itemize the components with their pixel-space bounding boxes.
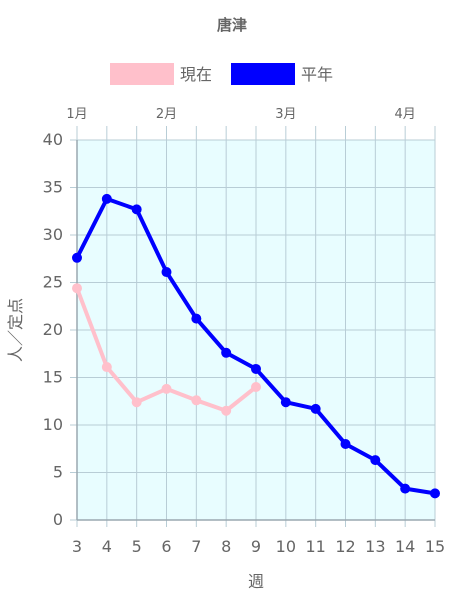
- series-point-1-6: [251, 363, 261, 374]
- series-point-0-1: [101, 362, 112, 373]
- y-tick-label: 5: [53, 463, 63, 482]
- y-tick-label: 0: [53, 510, 63, 529]
- series-point-1-7: [280, 397, 291, 408]
- y-tick-label: 35: [43, 178, 63, 197]
- series-point-1-1: [101, 193, 112, 204]
- y-tick-label: 25: [43, 273, 63, 292]
- y-tick-label: 40: [43, 130, 63, 149]
- month-axis: 1月 2月 3月 4月: [66, 107, 415, 122]
- x-tick-label: 11: [305, 537, 325, 556]
- month-label: 1月: [66, 107, 87, 122]
- legend-swatch-0: [110, 63, 174, 85]
- x-axis-label: 週: [248, 572, 264, 591]
- x-tick-label: 10: [276, 537, 296, 556]
- series-point-1-12: [430, 488, 440, 499]
- x-tick-label: 15: [425, 537, 445, 556]
- month-label: 3月: [275, 107, 296, 122]
- series-point-1-10: [370, 455, 381, 466]
- x-tick-label: 5: [132, 537, 142, 556]
- series-point-0-3: [161, 383, 172, 394]
- legend: 現在 平年: [110, 63, 333, 85]
- x-tick-label: 6: [161, 537, 171, 556]
- x-tick-label: 8: [221, 537, 231, 556]
- y-tick-label: 30: [43, 225, 63, 244]
- x-tick-label: 12: [335, 537, 355, 556]
- series-point-1-9: [340, 439, 351, 449]
- x-tick-label: 7: [191, 537, 201, 556]
- series-point-1-4: [191, 313, 202, 324]
- series-point-0-4: [191, 395, 202, 406]
- series-point-0-6: [251, 382, 261, 392]
- series-layer: [72, 193, 440, 499]
- series-point-1-11: [400, 483, 411, 494]
- series-point-1-5: [221, 347, 232, 358]
- x-tick-label: 13: [365, 537, 385, 556]
- x-tick-label: 4: [102, 537, 112, 556]
- x-tick-label: 14: [395, 537, 415, 556]
- series-point-1-2: [131, 204, 142, 215]
- series-point-0-5: [221, 405, 232, 416]
- y-tick-label: 20: [43, 320, 63, 339]
- month-label: 2月: [156, 107, 177, 122]
- legend-swatch-1: [231, 63, 295, 85]
- series-point-0-0: [72, 283, 82, 294]
- x-tick-label: 9: [251, 537, 261, 556]
- month-label: 4月: [395, 107, 416, 122]
- chart-title: 唐津: [217, 16, 247, 34]
- series-point-0-2: [131, 397, 142, 408]
- series-point-1-3: [161, 267, 172, 278]
- y-tick-label: 15: [43, 368, 63, 387]
- legend-label-0: 現在: [180, 65, 212, 84]
- x-tick-label: 3: [72, 537, 82, 556]
- legend-label-1: 平年: [301, 65, 333, 84]
- series-point-1-8: [310, 403, 321, 414]
- series-point-1-0: [72, 252, 82, 263]
- y-axis-label: 人／定点: [6, 298, 25, 362]
- y-tick-label: 10: [43, 415, 63, 434]
